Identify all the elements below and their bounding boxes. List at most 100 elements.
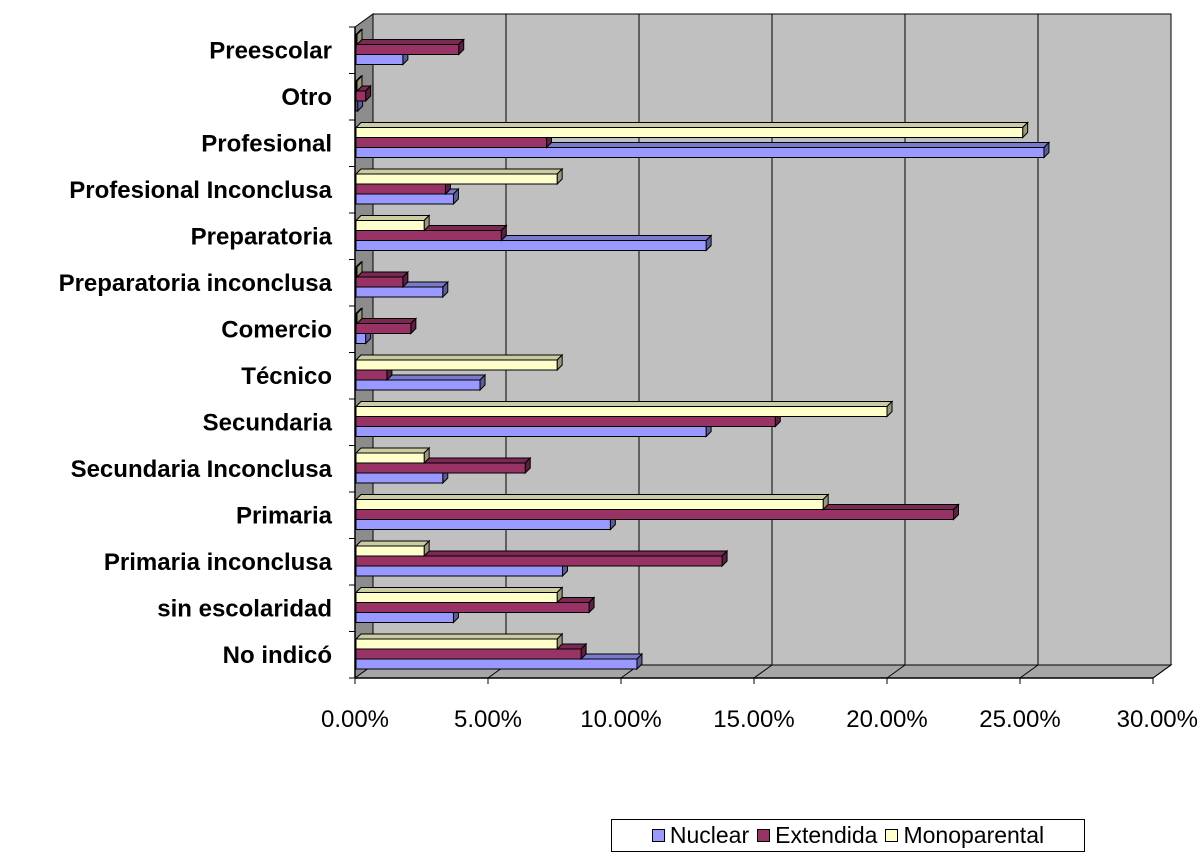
- bar-monoparental-7: [354, 307, 364, 325]
- bar-monoparental-10: [354, 167, 564, 186]
- bar-monoparental-8: [354, 260, 364, 279]
- bar-monoparental-5: [354, 400, 894, 418]
- bar-monoparental-3-front: [355, 499, 824, 510]
- bar-nuclear-13-front: [355, 54, 404, 65]
- legend-swatch-extendida: [757, 829, 771, 842]
- bar-nuclear-6-front: [355, 379, 481, 391]
- category-label-12: Otro: [281, 84, 332, 111]
- bar-monoparental-12-front: [355, 80, 358, 92]
- legend-label-nuclear: Nuclear: [669, 822, 750, 848]
- bar-monoparental-12: [354, 74, 364, 93]
- side-wall: [354, 13, 374, 679]
- bar-monoparental-1-front: [355, 592, 558, 603]
- chart-walls: [353, 13, 1173, 679]
- floor-gridline-5: [1019, 664, 1039, 679]
- x-tick-label-1: 5.00%: [454, 706, 522, 733]
- bar-monoparental-0-top: [354, 633, 564, 640]
- bar-monoparental-11: [354, 121, 1029, 139]
- bar-extendida-8-front: [355, 276, 404, 288]
- bar-monoparental-5-top: [354, 401, 894, 407]
- bar-monoparental-7-front: [355, 313, 358, 324]
- bar-monoparental-11-front: [355, 127, 1024, 138]
- bar-monoparental-13-front: [355, 34, 358, 45]
- floor-gridline-3: [753, 664, 773, 679]
- bar-monoparental-6-front: [355, 359, 558, 371]
- bar-extendida-8-top: [354, 271, 410, 278]
- x-tick-label-6: 30.00%: [1117, 706, 1198, 733]
- bar-monoparental-0: [354, 632, 564, 651]
- bar-monoparental-13: [354, 28, 364, 46]
- bar-extendida-12: [354, 84, 372, 103]
- bar-monoparental-10-top: [354, 168, 564, 175]
- bar-nuclear-12-front: [355, 100, 359, 112]
- bar-monoparental-1-top: [354, 587, 564, 593]
- bar-monoparental-2: [354, 539, 431, 558]
- x-tick-label-0: 0.00%: [321, 706, 389, 733]
- bar-extendida-3-front: [355, 509, 954, 520]
- bar-monoparental-9-front: [355, 220, 425, 231]
- bar-extendida-6-front: [355, 369, 388, 381]
- bar-monoparental-6: [354, 353, 564, 372]
- bar-monoparental-6-top: [354, 354, 564, 361]
- bar-nuclear-2-front: [355, 565, 563, 577]
- x-tick-label-3: 15.00%: [713, 706, 794, 733]
- bar-monoparental-4: [354, 446, 431, 465]
- x-tick-label-5: 25.00%: [979, 706, 1060, 733]
- bar-extendida-2-front: [355, 555, 723, 567]
- category-label-5: Secundaria: [203, 409, 333, 436]
- bar-nuclear-11-front: [355, 147, 1045, 158]
- bar-monoparental-11-top: [354, 122, 1029, 128]
- category-label-13: Preescolar: [209, 37, 332, 64]
- chart-bars: [354, 28, 1051, 671]
- bar-monoparental-2-top: [354, 540, 431, 547]
- legend-item-extendida: Extendida: [757, 822, 877, 849]
- bar-monoparental-5-front: [355, 406, 888, 417]
- bar-monoparental-3: [354, 493, 830, 511]
- bar-nuclear-4-front: [355, 472, 444, 484]
- bar-extendida-8: [354, 270, 410, 289]
- legend-swatch-nuclear: [651, 829, 665, 842]
- bar-nuclear-5-front: [355, 426, 707, 437]
- bar-extendida-13-top: [354, 39, 465, 45]
- bar-monoparental-2-front: [355, 545, 425, 557]
- bar-extendida-13: [354, 38, 465, 56]
- category-label-7: Comercio: [221, 316, 332, 343]
- legend-swatch-monoparental: [885, 829, 899, 842]
- bar-monoparental-8-front: [355, 266, 358, 278]
- category-labels: No indicó sin escolaridad Primaria inconcl…: [59, 37, 333, 669]
- bar-nuclear-0-front: [355, 658, 638, 670]
- category-label-1: sin escolaridad: [157, 595, 332, 622]
- bar-nuclear-1-front: [355, 612, 454, 623]
- bar-nuclear-3-front: [355, 519, 611, 530]
- bar-monoparental-4-front: [355, 452, 425, 464]
- bar-nuclear-8-front: [355, 286, 444, 298]
- category-label-6: Técnico: [241, 363, 332, 390]
- legend-label-monoparental: Monoparental: [903, 822, 1045, 848]
- legend-item-nuclear: Nuclear: [651, 822, 750, 849]
- bar-monoparental-9: [354, 214, 431, 232]
- x-tick-labels: 0.00% 5.00% 10.00% 15.00% 20.00% 25.00% 30.00%: [321, 706, 1198, 733]
- x-tick-label-4: 20.00%: [846, 706, 927, 733]
- bar-extendida-11-front: [355, 137, 548, 148]
- x-tick-label-2: 10.00%: [580, 706, 661, 733]
- bar-extendida-5-front: [355, 416, 776, 427]
- category-label-11: Profesional: [201, 130, 332, 157]
- bar-monoparental-1: [354, 586, 564, 604]
- bar-extendida-1-front: [355, 602, 590, 613]
- bar-monoparental-0-front: [355, 638, 558, 650]
- bar-nuclear-9-front: [355, 240, 707, 251]
- floor-gridline-4: [886, 664, 906, 679]
- category-label-0: No indicó: [223, 642, 332, 669]
- chart-axes: [349, 26, 1154, 684]
- bar-nuclear-7-front: [355, 333, 367, 344]
- bar-extendida-0-front: [355, 648, 582, 660]
- category-label-2: Primaria inconclusa: [104, 549, 333, 576]
- bar-monoparental-4-top: [354, 447, 431, 454]
- legend-item-monoparental: Monoparental: [885, 822, 1044, 849]
- bar-extendida-10-front: [355, 183, 446, 195]
- category-label-10: Profesional Inconclusa: [69, 177, 332, 204]
- bar-extendida-4-front: [355, 462, 526, 474]
- legend-label-extendida: Extendida: [775, 822, 878, 848]
- category-label-3: Primaria: [236, 502, 333, 529]
